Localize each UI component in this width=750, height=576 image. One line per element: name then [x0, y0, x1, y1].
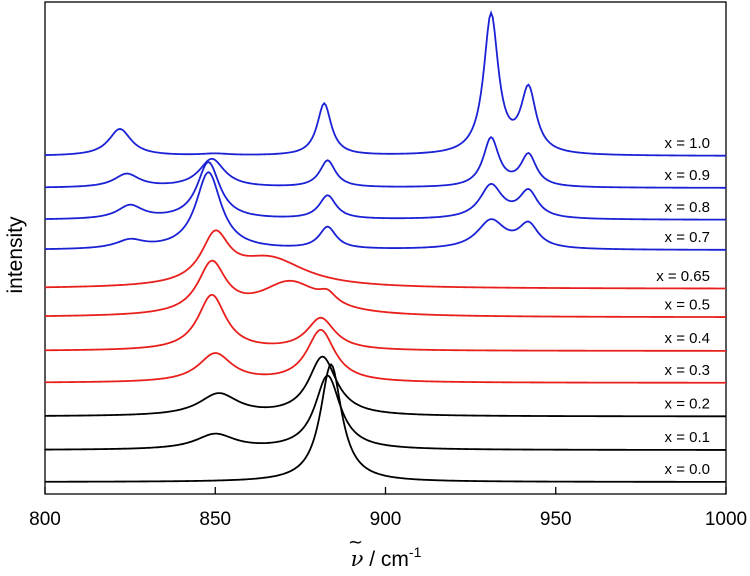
tilde-mark: ~ — [348, 532, 363, 553]
series-line — [44, 229, 726, 290]
x-axis-exponent: -1 — [409, 544, 422, 560]
series-label: x = 0.65 — [656, 268, 710, 285]
x-tick-label: 1000 — [705, 509, 747, 530]
series-label: x = 0.0 — [665, 461, 710, 478]
series-line — [44, 355, 726, 418]
series-line — [44, 10, 727, 157]
series-label: x = 0.5 — [665, 296, 710, 313]
x-tick-label: 850 — [199, 509, 231, 530]
series-line — [44, 374, 726, 451]
x-tick-label: 950 — [540, 509, 572, 530]
x-axis-unit: / cm — [363, 548, 409, 571]
x-axis-ticks: 800 850 900 950 1000 — [29, 487, 747, 530]
series-line — [45, 363, 726, 483]
series-line — [44, 328, 726, 384]
series-line — [44, 161, 727, 221]
series-label: x = 1.0 — [665, 135, 710, 152]
series-labels: x = 0.0 x = 0.1 x = 0.2 x = 0.3 x = 0.4 x = 0… — [656, 135, 710, 478]
series-label: x = 0.1 — [665, 429, 710, 446]
series-label: x = 0.4 — [665, 330, 710, 347]
series-label: x = 0.8 — [665, 199, 710, 216]
series-line — [44, 135, 727, 189]
series-line — [44, 293, 726, 352]
y-axis-title: intensity — [4, 216, 27, 294]
series-label: x = 0.3 — [665, 362, 710, 379]
x-tick-label: 900 — [370, 509, 402, 530]
series-label: x = 0.7 — [665, 229, 710, 246]
series-label: x = 0.2 — [665, 396, 710, 413]
series-line — [44, 171, 727, 251]
series-layer — [44, 10, 727, 483]
series-line — [44, 259, 726, 318]
x-axis-title: ν / cm-1 — [351, 544, 422, 571]
series-label: x = 0.9 — [665, 167, 710, 184]
x-axis-symbol: ν — [351, 547, 364, 571]
x-tick-label: 800 — [29, 509, 61, 530]
